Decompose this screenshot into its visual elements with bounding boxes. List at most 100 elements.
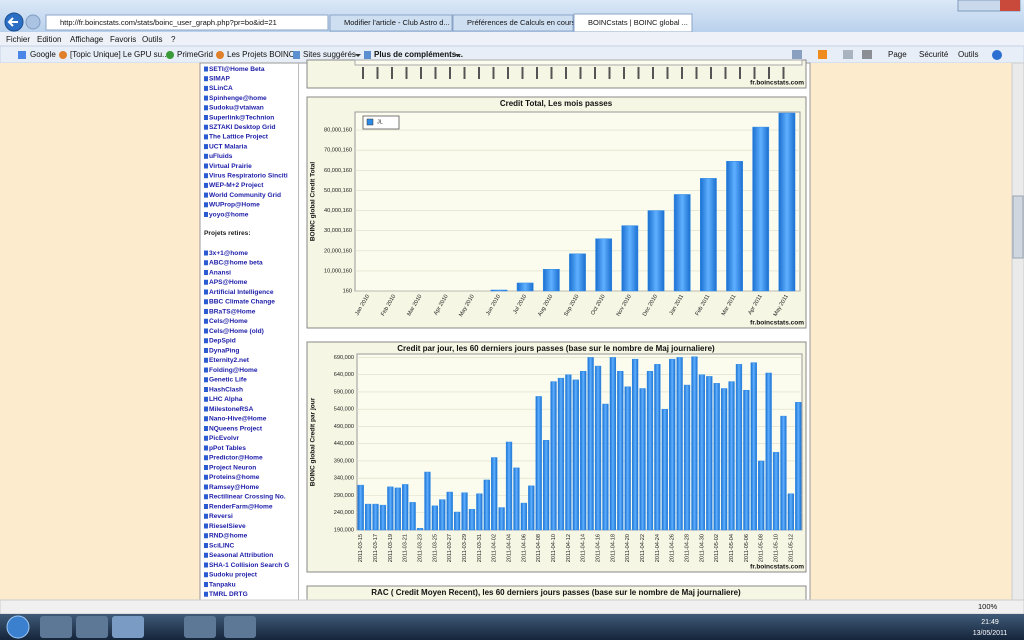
x-tick-label: 2011-04-22: [640, 534, 646, 562]
link-bullet: [204, 250, 208, 256]
sidebar-link[interactable]: ABC@home beta: [209, 260, 263, 267]
sidebar-link[interactable]: RenderFarm@Home: [209, 503, 273, 510]
sidebar-link[interactable]: Predictor@Home: [209, 455, 263, 462]
taskbar-app[interactable]: [184, 616, 216, 638]
sidebar-link[interactable]: Cels@Home: [209, 318, 248, 325]
sidebar-link[interactable]: SIMAP: [209, 75, 230, 82]
sidebar-link[interactable]: PicEvolvr: [209, 435, 239, 442]
start-button[interactable]: [6, 615, 30, 639]
menu-item[interactable]: Favoris: [110, 35, 136, 44]
bar: [424, 471, 431, 531]
y-tick-label: 80,000,160: [324, 128, 352, 134]
sidebar-link[interactable]: TMRL DRTG: [209, 591, 248, 598]
sidebar-link[interactable]: MilestoneRSA: [209, 406, 254, 413]
sidebar-link[interactable]: Ramsey@Home: [209, 484, 259, 491]
sidebar-link[interactable]: Nano-Hive@Home: [209, 416, 267, 423]
axis-label-fragment: [463, 67, 466, 79]
x-tick-label: 2011-05-02: [714, 534, 720, 562]
sidebar-link[interactable]: The Lattice Project: [209, 134, 269, 141]
sidebar-link[interactable]: Cels@Home (old): [209, 328, 264, 335]
sidebar-link[interactable]: SHA-1 Collision Search G: [209, 562, 289, 569]
taskbar-app[interactable]: [224, 616, 256, 638]
bar: [476, 493, 483, 531]
sidebar-link[interactable]: yoyo@home: [209, 211, 249, 218]
favorite-link[interactable]: [Topic Unique] Le GPU su...: [70, 50, 169, 59]
sidebar-link[interactable]: HashClash: [209, 386, 243, 393]
sidebar-link[interactable]: SETI@Home Beta: [209, 66, 265, 73]
favorite-link[interactable]: Sites suggérés: [303, 50, 356, 59]
sidebar-link[interactable]: BBC Climate Change: [209, 299, 275, 306]
sidebar-link[interactable]: Virus Respiratorio Sinciti: [209, 172, 288, 179]
sidebar-link[interactable]: UCT Malaria: [209, 143, 247, 150]
sidebar-link[interactable]: RND@home: [209, 533, 248, 540]
sidebar-link[interactable]: Seasonal Attribution: [209, 552, 273, 559]
menu-item[interactable]: Fichier: [6, 35, 30, 44]
menu-item[interactable]: ?: [171, 35, 176, 44]
sidebar-link[interactable]: WEP-M+2 Project: [209, 182, 264, 189]
sidebar-link[interactable]: Project Neuron: [209, 464, 256, 471]
tab[interactable]: [452, 14, 574, 32]
y-axis-label: BOINC global Credit Total: [310, 162, 317, 242]
link-bullet: [204, 387, 208, 392]
menu-item[interactable]: Affichage: [70, 35, 104, 44]
command-button[interactable]: Page: [888, 50, 907, 59]
sidebar-link[interactable]: Reversi: [209, 513, 233, 520]
sidebar-link[interactable]: DynaPing: [209, 347, 239, 354]
menu-item[interactable]: Outils: [142, 35, 162, 44]
x-tick-label: 2011-03-27: [447, 534, 453, 562]
sidebar-link[interactable]: World Community Grid: [209, 192, 281, 199]
sidebar-link[interactable]: 3x+1@home: [209, 250, 248, 257]
command-button[interactable]: Sécurité: [919, 50, 949, 59]
favorite-link[interactable]: Plus de compléments...: [374, 50, 463, 59]
sidebar-link[interactable]: pPot Tables: [209, 445, 246, 452]
y-tick-label: 50,000,160: [324, 188, 352, 194]
sidebar-link[interactable]: Superlink@Technion: [209, 114, 274, 121]
sidebar-link[interactable]: Anansi: [209, 269, 231, 276]
sidebar-link[interactable]: Eternity2.net: [209, 357, 250, 364]
address-bar[interactable]: [45, 14, 329, 31]
favorite-link[interactable]: Les Projets BOINC: [227, 50, 295, 59]
link-bullet: [204, 309, 208, 314]
sidebar-link[interactable]: LHC Alpha: [209, 396, 243, 403]
command-button[interactable]: Outils: [958, 50, 978, 59]
x-tick-label: 2011-04-10: [551, 534, 557, 562]
taskbar-app[interactable]: [40, 616, 72, 638]
sidebar-link[interactable]: Sudoku project: [209, 572, 258, 579]
sidebar-link[interactable]: DepSpid: [209, 338, 236, 345]
bar: [439, 499, 446, 531]
sidebar-link[interactable]: Rectilinear Crossing No.: [209, 494, 286, 501]
sidebar-link[interactable]: Genetic Life: [209, 377, 247, 384]
link-bullet: [204, 533, 208, 539]
favorite-link[interactable]: PrimeGrid: [177, 50, 213, 59]
zoom-level[interactable]: 100%: [978, 602, 998, 611]
sidebar-link[interactable]: NQueens Project: [209, 425, 263, 432]
sidebar-link[interactable]: Folding@Home: [209, 367, 258, 374]
bar: [402, 484, 409, 531]
y-tick-label: 190,000: [334, 527, 354, 533]
sidebar-link[interactable]: Virtual Prairie: [209, 163, 252, 170]
tab[interactable]: [329, 14, 453, 32]
scrollbar[interactable]: [1011, 62, 1024, 601]
legend-swatch: [366, 118, 374, 126]
favorite-link[interactable]: Google: [30, 50, 56, 59]
sidebar-link[interactable]: Sudoku@vtaiwan: [209, 105, 264, 112]
sidebar-link[interactable]: Artificial Intelligence: [209, 289, 274, 296]
scrollbar-thumb[interactable]: [1012, 195, 1024, 259]
taskbar-app[interactable]: [112, 616, 144, 638]
sidebar-link[interactable]: RieselSieve: [209, 523, 246, 530]
sidebar-link[interactable]: SZTAKI Desktop Grid: [209, 124, 276, 131]
menu-item[interactable]: Edition: [37, 35, 61, 44]
forward-button[interactable]: [25, 14, 41, 30]
sidebar-link[interactable]: APS@Home: [209, 279, 248, 286]
taskbar-app[interactable]: [76, 616, 108, 638]
sidebar-link[interactable]: Tanpaku: [209, 581, 236, 588]
sidebar-link[interactable]: Proteins@home: [209, 474, 260, 481]
sidebar-link[interactable]: WUProp@Home: [209, 202, 260, 209]
sidebar-link[interactable]: uFluids: [209, 153, 233, 160]
sidebar-link[interactable]: SciLINC: [209, 542, 235, 549]
bar: [700, 178, 717, 292]
sidebar-link[interactable]: Spinhenge@home: [209, 95, 267, 102]
chart-title: Credit par jour, les 60 derniers jours p…: [397, 344, 715, 353]
sidebar-link[interactable]: SLinCA: [209, 85, 233, 92]
sidebar-link[interactable]: BRaTS@Home: [209, 308, 256, 315]
